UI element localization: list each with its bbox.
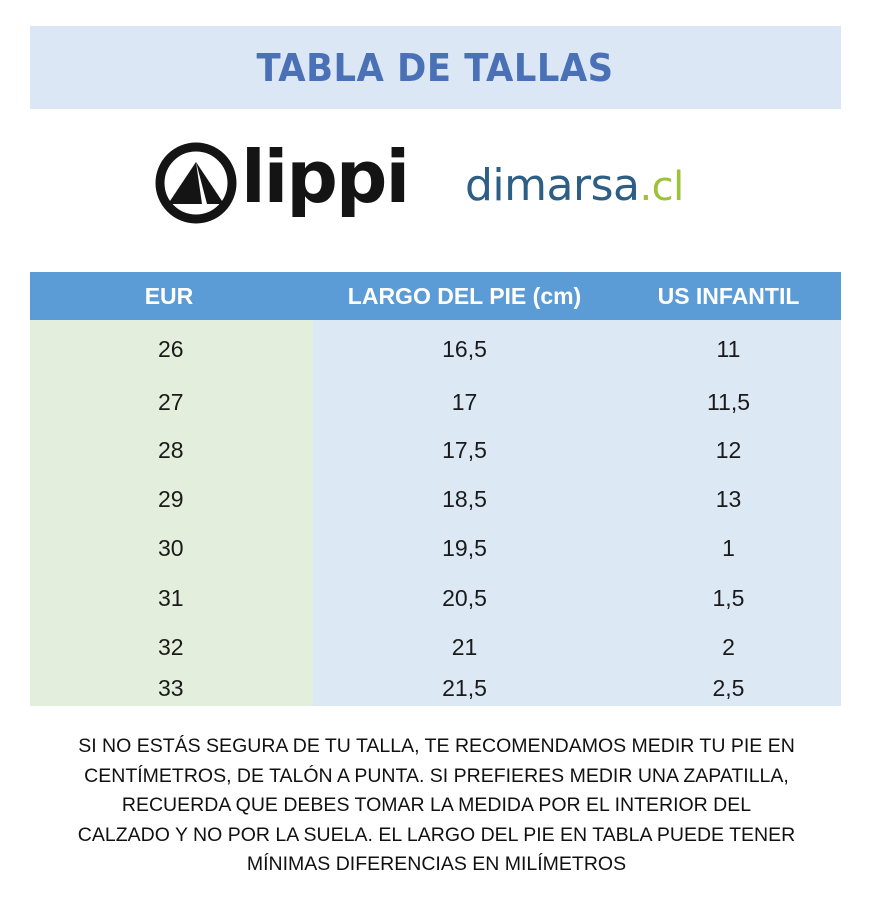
cell-us-infantil: 11,5 <box>706 388 751 415</box>
column-largo-pie: 16,5 17 17,5 18,5 19,5 20,5 21 21,5 <box>313 320 616 706</box>
note-line: RECUERDA QUE DEBES TOMAR LA MEDIDA POR E… <box>121 794 752 816</box>
dimarsa-domain: .cl <box>639 164 684 210</box>
cell-largo-pie: 16,5 <box>442 335 487 362</box>
brand-logos: lippi dimarsa.cl <box>0 130 873 240</box>
cell-eur: 28 <box>158 437 184 463</box>
cell-us-infantil: 2 <box>722 633 735 660</box>
table-header: EUR LARGO DEL PIE (cm) US INFANTIL <box>30 272 841 320</box>
cell-us-infantil: 1 <box>722 535 735 561</box>
cell-eur: 26 <box>158 335 184 362</box>
note-line: SI NO ESTÁS SEGURA DE TU TALLA, TE RECOM… <box>78 735 795 757</box>
sizing-note: SI NO ESTÁS SEGURA DE TU TALLA, TE RECOM… <box>40 732 833 880</box>
cell-us-infantil: 13 <box>715 486 742 512</box>
columns-data: 16,5 17 17,5 18,5 19,5 20,5 21 21,5 11 11,5 12 13 1… <box>313 320 841 706</box>
header-largo-pie: LARGO DEL PIE (cm) <box>347 282 582 309</box>
cell-largo-pie: 21,5 <box>442 675 487 701</box>
cell-us-infantil: 11 <box>716 335 741 362</box>
cell-eur: 33 <box>158 675 184 701</box>
cell-largo-pie: 17,5 <box>442 437 487 463</box>
column-us-infantil: 11 11,5 12 13 1 1,5 2 2,5 <box>616 320 841 706</box>
note-line: MÍNIMAS DIFERENCIAS EN MILÍMETROS <box>246 853 627 875</box>
dimarsa-wordmark: dimarsa <box>465 160 640 211</box>
cell-us-infantil: 1,5 <box>712 584 745 611</box>
cell-largo-pie: 20,5 <box>442 584 487 611</box>
table-body: 26 27 28 29 30 31 32 33 16,5 17 17,5 18,5 19,5 20,5 2… <box>30 320 841 706</box>
cell-eur: 32 <box>158 633 184 660</box>
dimarsa-logo: dimarsa.cl <box>465 160 684 211</box>
cell-largo-pie: 19,5 <box>442 535 487 561</box>
cell-us-infantil: 2,5 <box>712 675 745 701</box>
cell-eur: 31 <box>158 584 184 611</box>
title-banner: TABLA DE TALLAS <box>30 26 841 109</box>
cell-eur: 29 <box>158 486 184 512</box>
page-title: TABLA DE TALLAS <box>256 45 615 90</box>
cell-eur: 30 <box>158 535 184 561</box>
column-eur: 26 27 28 29 30 31 32 33 <box>30 320 313 706</box>
note-line: CENTÍMETROS, DE TALÓN A PUNTA. SI PREFIE… <box>84 764 789 787</box>
lippi-wordmark: lippi <box>241 135 410 219</box>
cell-us-infantil: 12 <box>715 437 742 463</box>
header-us-infantil: US INFANTIL <box>657 282 800 309</box>
mountain-circle-icon <box>155 142 237 224</box>
cell-largo-pie: 18,5 <box>442 486 487 512</box>
cell-largo-pie: 17 <box>451 388 478 415</box>
lippi-logo: lippi <box>155 136 410 232</box>
cell-eur: 27 <box>158 388 184 415</box>
note-line: CALZADO Y NO POR LA SUELA. EL LARGO DEL … <box>77 823 796 846</box>
cell-largo-pie: 21 <box>451 633 478 660</box>
header-eur: EUR <box>144 282 194 309</box>
size-table: EUR LARGO DEL PIE (cm) US INFANTIL 26 27 2… <box>30 272 841 706</box>
